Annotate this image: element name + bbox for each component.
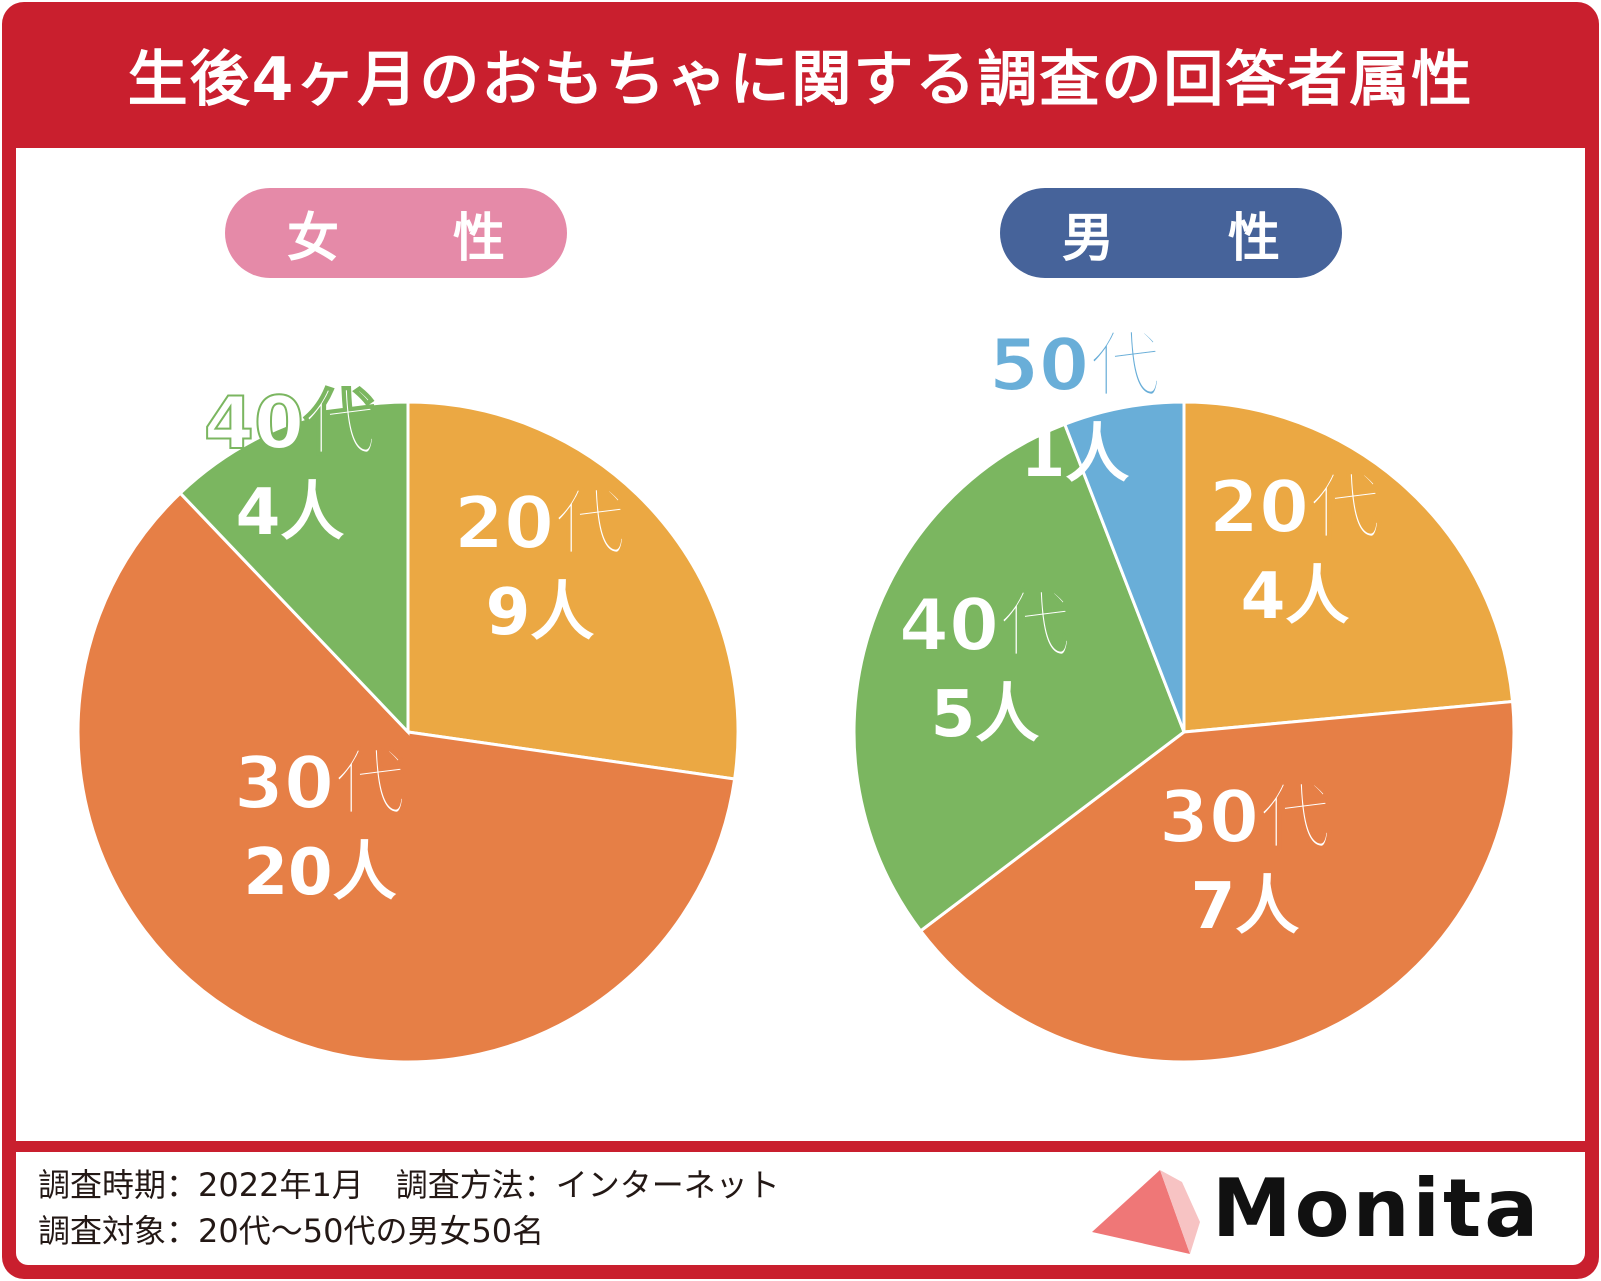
pie-slice-male-2 xyxy=(852,422,1186,933)
slice-age-label-outline: 20代 xyxy=(1209,465,1381,549)
slice-age-label: 50代 xyxy=(989,323,1161,407)
logo-triangle-icon xyxy=(1092,1170,1200,1254)
slice-count-label: 1人 xyxy=(1021,418,1130,492)
pie-slice-female-0 xyxy=(406,400,740,781)
survey-info-line2: 調査対象：20代～50代の男女50名 xyxy=(38,1212,545,1250)
slice-count-label: 4人 xyxy=(236,476,345,550)
male-label-pill: 男 性 xyxy=(1000,188,1342,278)
slice-age-label: 20代 xyxy=(454,481,626,565)
slice-age-label: 30代 xyxy=(234,741,406,825)
footer: 調査時期：2022年1月 調査方法：インターネット 調査対象：20代～50代の男… xyxy=(16,1152,1585,1265)
pie-slice-male-3 xyxy=(1062,400,1186,733)
female-label: 女 性 xyxy=(286,208,554,269)
slice-age-label-outline: 50代 xyxy=(989,323,1161,407)
slice-age-label-outline: 30代 xyxy=(1159,775,1331,859)
slice-age-label-outline: 40代 xyxy=(204,381,376,465)
slice-count-label: 7人 xyxy=(1191,870,1300,944)
slice-age-label: 20代 xyxy=(1209,465,1381,549)
slice-age-label: 40代 xyxy=(899,583,1071,667)
female-label-pill: 女 性 xyxy=(225,188,567,278)
logo-text: Monita xyxy=(1212,1162,1542,1255)
male-label: 男 性 xyxy=(1061,208,1329,269)
slice-age-label: 30代 xyxy=(1159,775,1331,859)
slice-age-label-outline: 20代 xyxy=(454,481,626,565)
slice-count-label: 5人 xyxy=(931,678,1040,752)
slice-age-label-outline: 40代 xyxy=(899,583,1071,667)
slice-age-label-outline: 30代 xyxy=(234,741,406,825)
pie-slice-male-1 xyxy=(918,699,1516,1064)
slice-count-label: 4人 xyxy=(1241,560,1350,634)
pie-slice-female-1 xyxy=(76,491,737,1064)
slice-count-label: 20人 xyxy=(243,836,396,910)
slice-age-label: 40代 xyxy=(204,381,376,465)
slice-count-label: 9人 xyxy=(486,576,595,650)
pie-slice-female-2 xyxy=(178,400,410,736)
pie-slice-male-0 xyxy=(1182,400,1515,734)
page-title: 生後4ヶ月のおもちゃに関する調査の回答者属性 xyxy=(127,44,1474,115)
survey-info-line1: 調査時期：2022年1月 調査方法：インターネット xyxy=(38,1166,780,1204)
